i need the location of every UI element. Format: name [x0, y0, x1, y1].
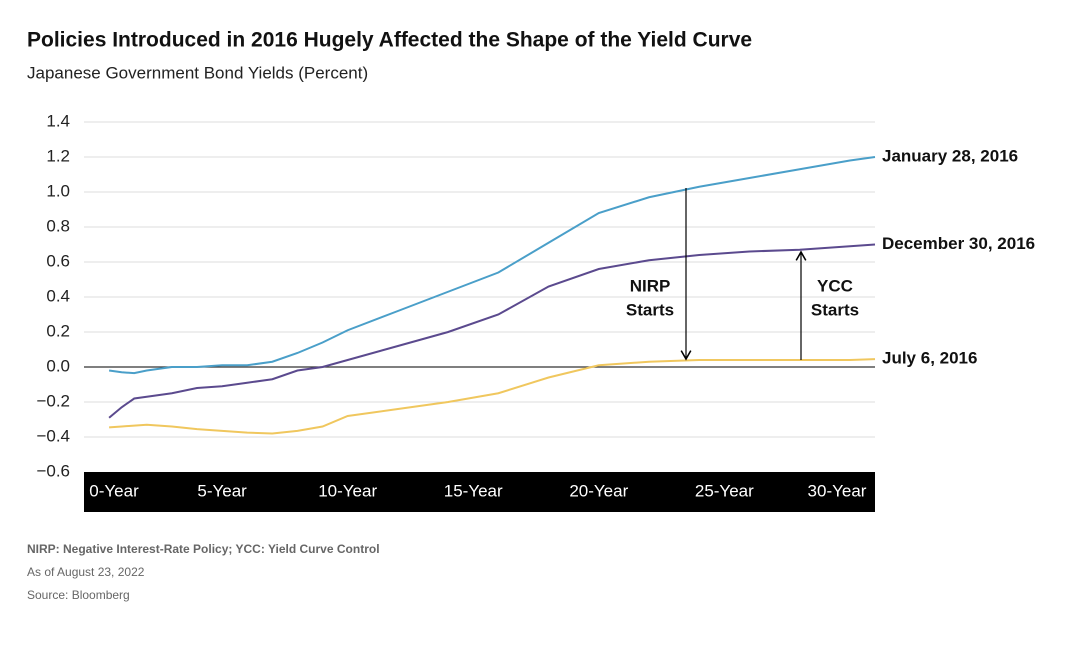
series-line — [108, 243, 876, 419]
annotation-text: Starts — [626, 300, 674, 319]
y-tick-label: 0.6 — [46, 251, 70, 270]
series-label: December 30, 2016 — [882, 234, 1035, 253]
series-line — [109, 358, 876, 435]
x-tick-label: 30-Year — [808, 481, 867, 500]
y-tick-label: 1.4 — [46, 111, 70, 130]
y-tick-label: 1.0 — [46, 181, 70, 200]
series-label: July 6, 2016 — [882, 349, 977, 368]
y-tick-label: 0.2 — [46, 321, 70, 340]
y-tick-label: −0.4 — [36, 426, 70, 445]
series-line — [108, 156, 876, 375]
chart-subtitle: Japanese Government Bond Yields (Percent… — [27, 63, 368, 82]
series-label: January 28, 2016 — [882, 146, 1018, 165]
x-tick-label: 15-Year — [444, 481, 503, 500]
annotation-text: YCC — [817, 276, 853, 295]
footnote: NIRP: Negative Interest-Rate Policy; YCC… — [27, 542, 380, 556]
x-tick-label: 0-Year — [89, 481, 139, 500]
y-tick-label: 0.4 — [46, 286, 70, 305]
y-tick-label: 1.2 — [46, 146, 70, 165]
x-tick-label: 20-Year — [569, 481, 628, 500]
y-tick-label: 0.0 — [46, 356, 70, 375]
footnote: As of August 23, 2022 — [27, 565, 145, 579]
x-tick-label: 25-Year — [695, 481, 754, 500]
x-tick-label: 5-Year — [197, 481, 247, 500]
annotation-text: NIRP — [630, 276, 671, 295]
footnote: Source: Bloomberg — [27, 588, 130, 602]
x-tick-label: 10-Year — [318, 481, 377, 500]
y-tick-label: −0.6 — [36, 461, 70, 480]
chart-title: Policies Introduced in 2016 Hugely Affec… — [27, 29, 752, 52]
y-tick-label: −0.2 — [36, 391, 70, 410]
annotation-text: Starts — [811, 300, 859, 319]
x-axis-band — [84, 472, 875, 512]
y-tick-label: 0.8 — [46, 216, 70, 235]
